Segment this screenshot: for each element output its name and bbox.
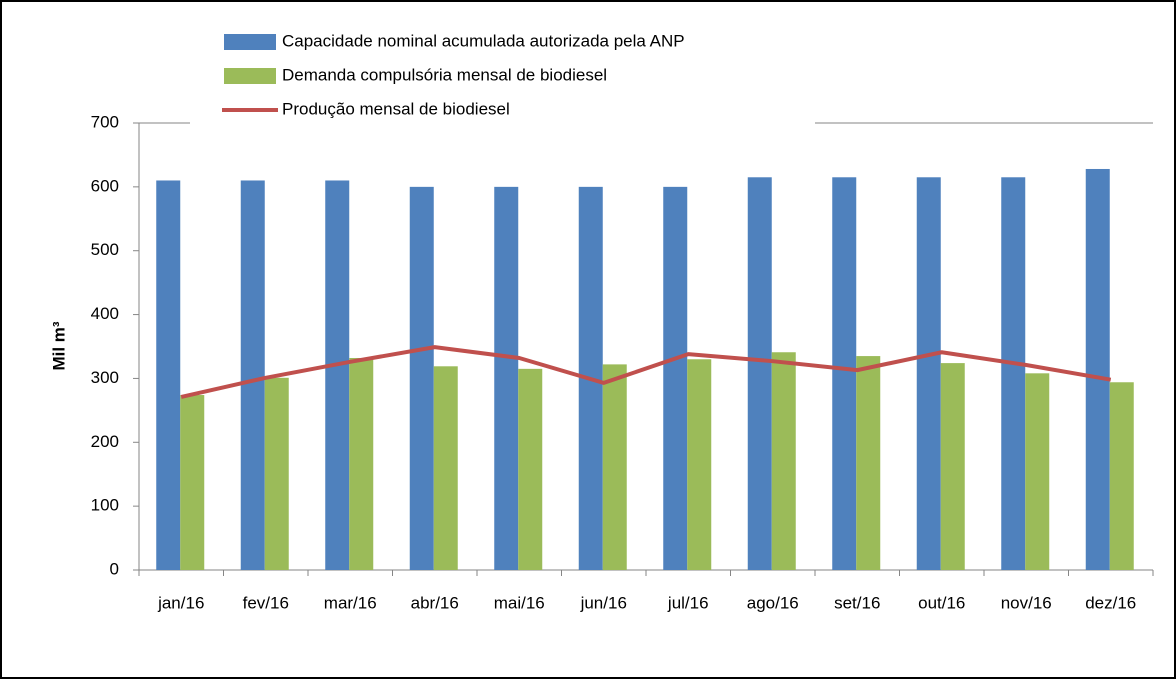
bar xyxy=(832,177,857,570)
legend-swatch xyxy=(224,34,276,50)
bar xyxy=(433,366,458,570)
x-tick-label: mar/16 xyxy=(324,593,377,612)
bar xyxy=(240,180,265,570)
y-tick-label: 200 xyxy=(91,432,119,451)
bar xyxy=(1109,382,1134,570)
y-tick-label: 600 xyxy=(91,176,119,195)
legend-box xyxy=(190,22,815,134)
bar xyxy=(156,180,181,570)
bar xyxy=(494,186,519,570)
x-tick-label: out/16 xyxy=(918,593,965,612)
y-tick-label: 400 xyxy=(91,304,119,323)
bar xyxy=(1025,373,1050,570)
bar xyxy=(409,186,434,570)
x-tick-label: mai/16 xyxy=(494,593,545,612)
bar xyxy=(1085,168,1110,570)
x-tick-label: nov/16 xyxy=(1001,593,1052,612)
x-tick-label: jan/16 xyxy=(157,593,204,612)
x-tick-label: abr/16 xyxy=(411,593,459,612)
y-tick-label: 700 xyxy=(91,112,119,131)
bar xyxy=(602,364,627,570)
bar xyxy=(349,357,374,570)
bar xyxy=(325,180,350,570)
bar xyxy=(940,363,965,570)
line-series xyxy=(180,345,1112,399)
x-tick-label: set/16 xyxy=(834,593,880,612)
bar xyxy=(747,177,772,570)
bar xyxy=(856,356,881,570)
bar xyxy=(687,359,712,570)
y-tick-label: 300 xyxy=(91,368,119,387)
y-tick-label: 0 xyxy=(110,559,119,578)
legend-swatch xyxy=(224,68,276,84)
bar xyxy=(663,186,688,570)
bar xyxy=(916,177,941,570)
x-tick-label: dez/16 xyxy=(1085,593,1136,612)
x-tick-label: ago/16 xyxy=(747,593,799,612)
bar xyxy=(771,352,796,570)
x-tick-label: fev/16 xyxy=(243,593,289,612)
y-axis-label: Mil m³ xyxy=(49,321,68,370)
bar xyxy=(1001,177,1026,570)
x-tick-label: jul/16 xyxy=(667,593,709,612)
x-tick-label: jun/16 xyxy=(580,593,627,612)
legend-label: Demanda compulsória mensal de biodiesel xyxy=(282,65,607,84)
legend-label: Capacidade nominal acumulada autorizada … xyxy=(282,31,685,50)
y-tick-label: 100 xyxy=(91,496,119,515)
bar xyxy=(264,377,289,570)
legend-label: Produção mensal de biodiesel xyxy=(282,99,510,118)
bar xyxy=(180,395,205,570)
y-tick-label: 500 xyxy=(91,240,119,259)
bar xyxy=(518,368,543,570)
